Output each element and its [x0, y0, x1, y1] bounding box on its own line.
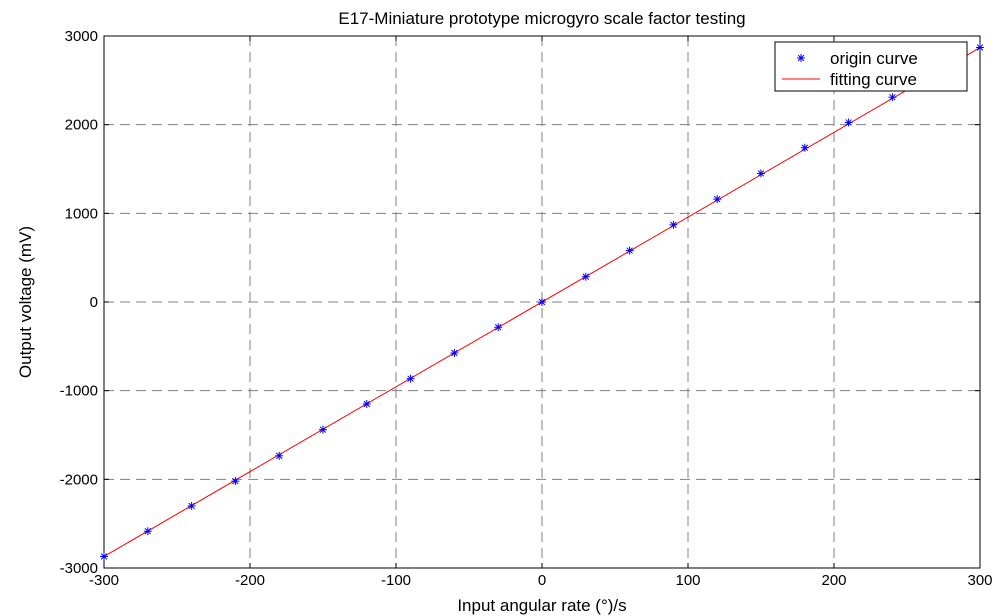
data-point-origin-curve	[538, 298, 546, 306]
data-point-origin-curve	[319, 425, 327, 434]
data-point-origin-curve	[275, 451, 284, 460]
series-layer	[100, 43, 984, 561]
data-point-origin-curve	[450, 348, 459, 357]
chart-title: E17-Miniature prototype microgyro scale …	[338, 9, 745, 28]
legend: origin curve fitting curve	[774, 41, 968, 92]
x-tick-label: -300	[89, 572, 119, 589]
data-point-origin-curve	[757, 169, 765, 178]
data-point-origin-curve	[581, 272, 590, 281]
data-point-origin-curve	[844, 118, 853, 127]
y-tick-label: -3000	[60, 560, 98, 577]
data-point-origin-curve	[713, 195, 722, 204]
data-point-origin-curve	[669, 220, 678, 229]
y-axis-label: Output voltage (mV)	[16, 226, 35, 378]
axis-ticks: -300 -200 -100 0 100 200 300-3000-2000-1000010…	[60, 28, 993, 589]
legend-box	[774, 41, 968, 92]
x-tick-label: -200	[235, 572, 265, 589]
data-point-origin-curve	[187, 501, 196, 510]
data-point-origin-curve	[406, 374, 415, 383]
data-point-origin-curve	[100, 552, 108, 561]
legend-label-origin-curve: origin curve	[830, 49, 918, 68]
data-point-origin-curve	[362, 399, 371, 408]
x-axis-label: Input angular rate (°)/s	[457, 596, 626, 615]
x-tick-label: 200	[821, 572, 846, 589]
x-tick-label: 0	[538, 572, 546, 589]
y-tick-label: 3000	[65, 28, 98, 45]
legend-asterisk-icon	[797, 54, 805, 62]
data-point-origin-curve	[888, 93, 897, 102]
x-tick-label: 300	[967, 572, 992, 589]
y-tick-label: -2000	[60, 471, 98, 488]
data-point-origin-curve	[976, 43, 984, 52]
legend-marker-origin-curve	[797, 54, 805, 62]
y-tick-label: 0	[90, 294, 98, 311]
y-tick-label: 2000	[65, 117, 98, 134]
data-point-origin-curve	[143, 527, 152, 536]
x-tick-label: -100	[381, 572, 411, 589]
data-point-origin-curve	[231, 477, 240, 486]
y-tick-label: -1000	[60, 383, 98, 400]
x-tick-label: 100	[675, 572, 700, 589]
data-point-origin-curve	[494, 323, 503, 332]
y-tick-label: 1000	[65, 205, 98, 222]
legend-label-fitting-curve: fitting curve	[830, 70, 917, 89]
data-point-origin-curve	[625, 246, 634, 255]
data-point-origin-curve	[800, 143, 809, 152]
